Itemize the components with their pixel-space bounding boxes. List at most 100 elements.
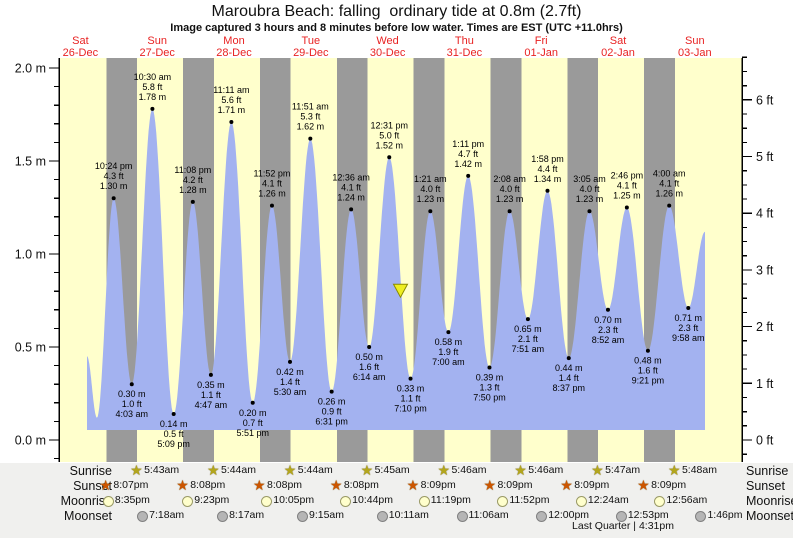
low-tide-label: 0.30 m (118, 389, 146, 399)
left-axis-label: 1.0 m (15, 248, 46, 262)
sunrise-time: 5:44am (297, 464, 333, 476)
moonrise-icon (261, 496, 273, 507)
sunset-time: 8:08pm (190, 479, 226, 491)
moonrise-row-label-right: Moonrise (746, 494, 793, 508)
day-label: Sat 02-Jan (601, 35, 635, 59)
moonset-icon (376, 511, 388, 522)
high-tide-label: 1:58 pm (531, 154, 564, 164)
tide-point-dot (250, 400, 255, 405)
high-tide-label: 4:00 am (653, 169, 686, 179)
tide-point-dot (428, 209, 433, 214)
low-tide-label: 6:14 am (353, 372, 386, 382)
sunset-icon: ★ (329, 477, 343, 493)
high-tide-label: 1:21 am (414, 174, 447, 184)
sunrise-row-label-right: Sunrise (746, 464, 789, 478)
high-tide-label: 5.3 ft (300, 112, 321, 122)
high-tide-label: 11:08 pm (174, 165, 211, 175)
low-tide-label: 1.6 ft (638, 366, 659, 376)
tide-point-dot (190, 199, 195, 204)
high-tide-label: 1.28 m (179, 185, 207, 195)
left-axis-label: 1.5 m (15, 155, 46, 169)
low-tide-label: 1.1 ft (401, 394, 422, 404)
moonrise-icon (340, 496, 352, 507)
low-tide-label: 0.35 m (197, 380, 225, 390)
low-tide-label: 0.44 m (555, 363, 583, 373)
low-tide-label: 9:21 pm (632, 376, 665, 386)
sunrise-time: 5:43am (144, 464, 180, 476)
low-tide-label: 0.33 m (397, 384, 425, 394)
tide-point-dot (525, 317, 530, 322)
low-tide-label: 1.4 ft (559, 373, 580, 383)
tide-point-dot (349, 207, 354, 212)
sunset-row-label-right: Sunset (746, 479, 785, 493)
sunrise-icon: ★ (591, 462, 604, 478)
tide-point-dot (487, 365, 492, 370)
low-tide-label: 7:50 pm (473, 392, 506, 402)
high-tide-label: 10:24 pm (95, 161, 133, 171)
low-tide-label: 0.39 m (476, 372, 504, 382)
tide-point-dot (408, 376, 413, 381)
sunrise-icon: ★ (283, 462, 297, 478)
sunset-time: 8:09pm (651, 479, 687, 491)
sunset-icon: ★ (99, 477, 112, 493)
tide-point-dot (367, 345, 372, 349)
moonset-time: 12:00pm (548, 509, 590, 521)
tide-point-dot (645, 348, 650, 353)
low-tide-label: 4:03 am (115, 409, 148, 419)
day-label: Sun 03-Jan (677, 35, 712, 59)
moonrise-icon (418, 496, 430, 507)
high-tide-label: 11:51 am (292, 102, 329, 112)
day-label: Fri 01-Jan (524, 35, 558, 59)
low-tide-label: 1.6 ft (359, 362, 380, 372)
moonset-time: 7:18am (149, 509, 185, 521)
left-axis-label: 0.5 m (15, 341, 46, 355)
day-label: Sun 27-Dec (139, 35, 175, 59)
tide-point-dot (387, 155, 392, 160)
moonrise-time: 8:35pm (114, 494, 150, 506)
moon-phase-label: Last Quarter | 4:31pm (572, 520, 674, 532)
high-tide-label: 4.0 ft (500, 184, 521, 194)
sunset-icon: ★ (560, 477, 573, 493)
low-tide-label: 1.9 ft (438, 347, 459, 357)
right-axis-label: 5 ft (756, 150, 774, 164)
low-tide-label: 0.20 m (239, 408, 267, 418)
low-tide-label: 0.50 m (355, 352, 383, 362)
moonset-time: 12:53pm (627, 509, 669, 521)
moonset-time: 10:11am (388, 509, 429, 521)
low-tide-label: 6:31 pm (315, 417, 348, 427)
sunset-time: 8:09pm (497, 479, 533, 491)
moonrise-time: 10:05pm (273, 494, 315, 506)
day-label: Wed 30-Dec (369, 35, 406, 59)
low-tide-label: 5:30 am (274, 387, 307, 397)
high-tide-label: 1:11 pm (452, 139, 484, 149)
sunset-time: 8:09pm (420, 479, 456, 491)
sunrise-time: 5:44am (220, 464, 256, 476)
low-tide-label: 1.3 ft (479, 382, 500, 392)
moonset-icon (137, 511, 149, 522)
sunrise-icon: ★ (130, 462, 143, 478)
low-tide-label: 0.5 ft (164, 429, 185, 439)
moonset-time: 8:17am (229, 509, 265, 521)
tide-point-dot (171, 411, 176, 416)
high-tide-label: 1.23 m (417, 194, 445, 204)
low-tide-label: 1.1 ft (201, 390, 222, 400)
low-tide-label: 7:51 am (512, 344, 545, 354)
tide-point-dot (507, 209, 512, 214)
sunrise-time: 5:45am (374, 464, 410, 476)
tide-point-dot (605, 307, 610, 312)
high-tide-label: 1.23 m (496, 194, 524, 204)
moonrise-icon (575, 496, 587, 507)
sunset-icon: ★ (176, 477, 189, 493)
low-tide-label: 1.4 ft (280, 377, 301, 387)
capture-subtitle: Image captured 3 hours and 8 minutes bef… (170, 22, 623, 34)
tide-point-dot (308, 136, 313, 141)
sunrise-icon: ★ (437, 462, 451, 478)
high-tide-label: 1.42 m (454, 159, 482, 169)
low-tide-label: 5:51 pm (236, 428, 269, 438)
moonrise-time: 11:52pm (509, 494, 550, 506)
high-tide-label: 4.1 ft (659, 179, 680, 189)
moonset-row-label: Moonset (64, 509, 112, 523)
high-tide-label: 4.4 ft (537, 164, 558, 174)
low-tide-label: 2.3 ft (678, 323, 699, 333)
